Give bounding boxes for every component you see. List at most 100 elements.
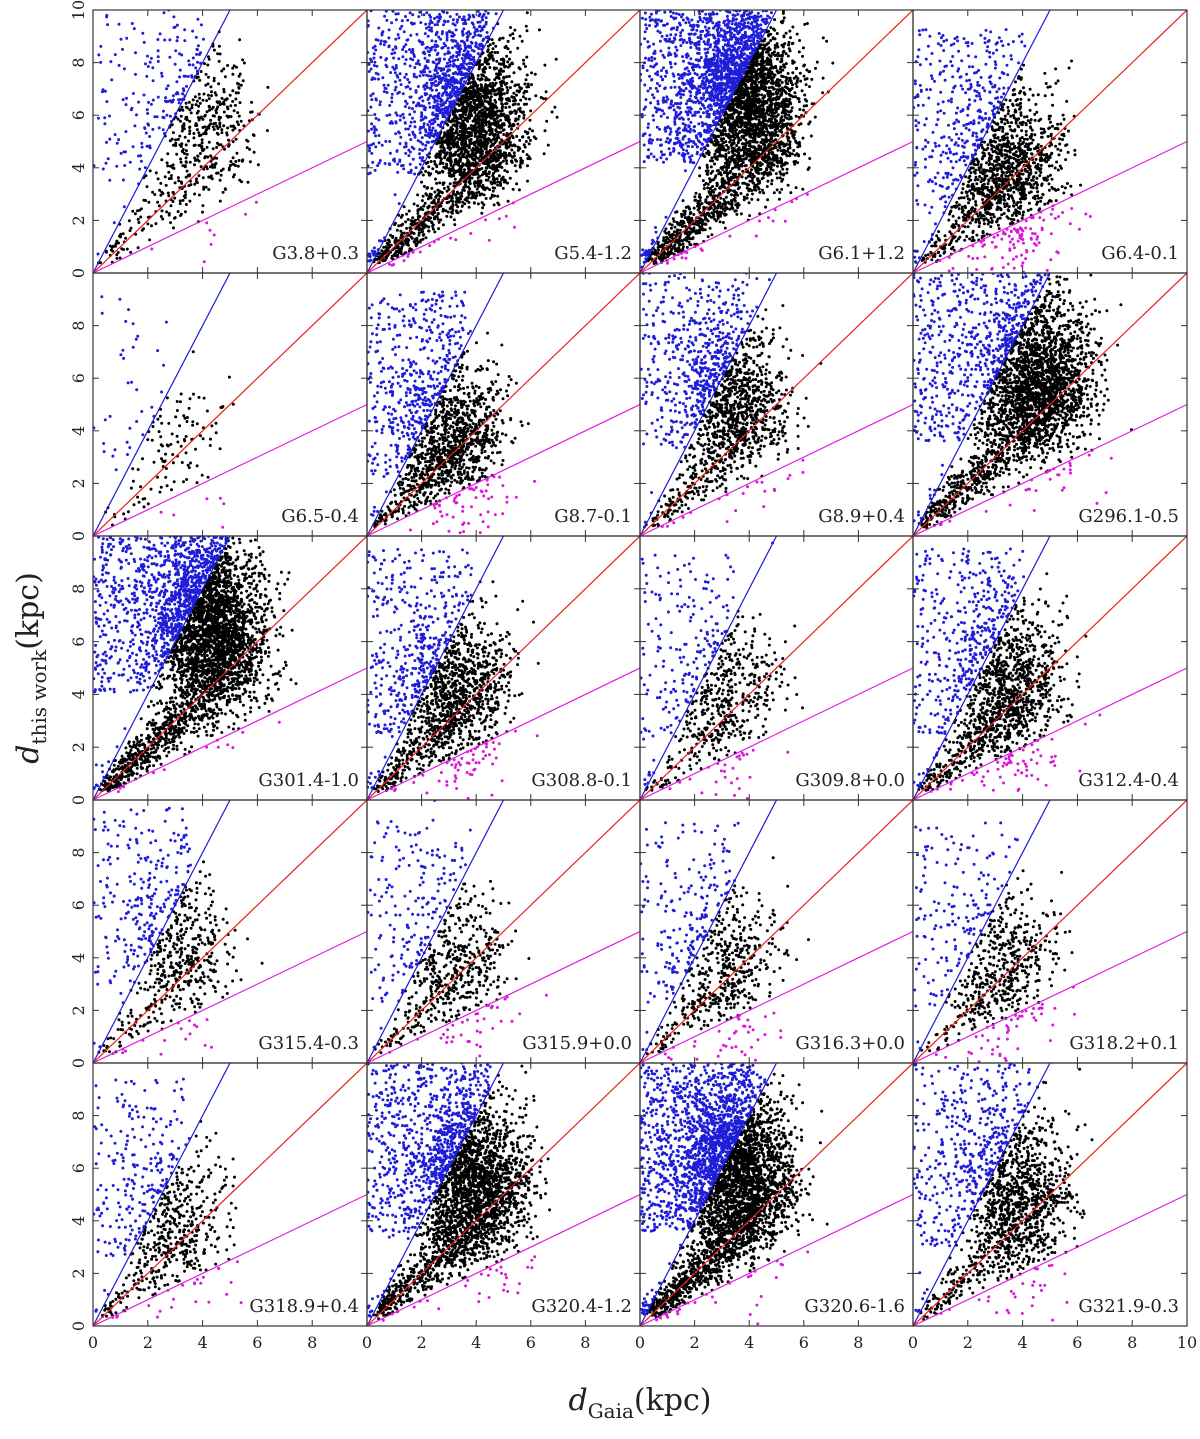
- panel-points: [913, 821, 1076, 1063]
- panel: G321.9-0.3: [912, 1062, 1188, 1327]
- panel: G8.9+0.4: [639, 272, 914, 537]
- points-between: [645, 1072, 829, 1319]
- reference-line: [640, 800, 778, 1063]
- reference-line: [367, 536, 640, 800]
- reference-line: [913, 10, 1051, 273]
- reference-line: [367, 1063, 640, 1326]
- y-tick-label: 4: [69, 163, 88, 173]
- points-below: [663, 1011, 783, 1062]
- panel-label: G308.8-0.1: [531, 770, 632, 791]
- points-between: [97, 860, 264, 1054]
- panel-label: G320.4-1.2: [531, 1296, 632, 1317]
- reference-line: [913, 273, 1187, 536]
- y-tick-label: 0: [69, 795, 88, 805]
- x-tick-label: 2: [143, 1333, 153, 1352]
- points-below: [159, 496, 226, 529]
- panel-points: [913, 273, 1133, 530]
- reference-line: [913, 536, 1051, 800]
- reference-line: [640, 403, 913, 536]
- reference-line: [93, 403, 367, 536]
- reference-line: [367, 1193, 640, 1326]
- x-tick-label: 2: [417, 1333, 427, 1352]
- reference-line: [93, 10, 231, 273]
- points-above: [640, 1063, 767, 1316]
- points-between: [372, 11, 559, 265]
- panel-label: G309.8+0.0: [795, 770, 905, 791]
- reference-line: [640, 1063, 913, 1326]
- panel: G316.3+0.0: [639, 799, 914, 1064]
- panel: G301.4-1.0: [92, 535, 368, 801]
- y-tick-label: 4: [69, 689, 88, 699]
- reference-line: [640, 140, 913, 273]
- panel-label: G315.9+0.0: [522, 1033, 632, 1054]
- x-tick-label: 4: [198, 1333, 208, 1352]
- x-tick-label: 0: [362, 1333, 372, 1352]
- reference-line: [640, 930, 913, 1063]
- panel: G6.5-0.4: [92, 272, 368, 537]
- points-above: [93, 295, 168, 472]
- reference-line: [640, 273, 913, 536]
- y-axis-label: dthis work(kpc): [11, 572, 51, 764]
- panel-points: [913, 1063, 1094, 1322]
- points-below: [939, 1263, 1069, 1322]
- x-tick-label: 8: [580, 1333, 590, 1352]
- points-between: [920, 273, 1133, 530]
- reference-line: [640, 800, 913, 1063]
- y-tick-label: 4: [69, 426, 88, 436]
- x-tick-label: 4: [744, 1333, 754, 1352]
- panel: G309.8+0.0: [639, 535, 914, 801]
- panel-label: G315.4-0.3: [258, 1033, 359, 1054]
- points-between: [373, 879, 531, 1055]
- y-tick-label: 6: [69, 1163, 88, 1173]
- y-tick-label: 0: [69, 531, 88, 541]
- points-above: [367, 10, 498, 263]
- panel-points: [367, 290, 536, 535]
- points-between: [645, 10, 835, 265]
- panel-label: G6.4-0.1: [1101, 243, 1179, 264]
- reference-line: [913, 800, 1187, 1063]
- x-axis-label: dGaia(kpc): [568, 1383, 711, 1423]
- ticks-layer: 0 2 4 6 8 10 0 2 4 6 8 0 2 4 6 8 0 2 4 6 8 0 2 4 6 8 0 2 4 6 8 0 2 4 6 8 0 2 4…: [69, 0, 1197, 1352]
- y-tick-label: 6: [69, 110, 88, 120]
- points-between: [372, 580, 540, 793]
- reference-line: [367, 10, 640, 273]
- panel-points: [93, 10, 270, 265]
- reference-line: [367, 536, 505, 800]
- y-tick-label: 6: [69, 637, 88, 647]
- reference-line: [93, 800, 367, 1063]
- x-tick-label: 8: [1127, 1333, 1137, 1352]
- reference-line: [913, 273, 1051, 536]
- panel-label: G320.6-1.6: [804, 1296, 905, 1317]
- reference-line: [367, 800, 640, 1063]
- points-above: [367, 547, 473, 790]
- points-above: [913, 821, 1019, 1050]
- reference-line: [93, 536, 231, 800]
- points-between: [97, 30, 270, 265]
- reference-line: [913, 10, 1187, 273]
- y-tick-label: 0: [69, 268, 88, 278]
- panel-points: [93, 295, 235, 529]
- panel-points: [640, 1063, 829, 1326]
- reference-line: [93, 930, 367, 1063]
- reference-line: [640, 1063, 778, 1326]
- x-tick-label: 6: [799, 1333, 809, 1352]
- panel-points: [640, 10, 835, 269]
- panel-label: G301.4-1.0: [258, 770, 359, 791]
- y-tick-label: 0: [69, 1058, 88, 1068]
- reference-line: [913, 536, 1187, 800]
- panel-points: [913, 547, 1102, 793]
- y-tick-label: 8: [69, 321, 88, 331]
- reference-line: [640, 10, 913, 273]
- points-above: [640, 541, 775, 786]
- x-tick-label: 10: [1177, 1333, 1197, 1352]
- reference-line: [913, 1193, 1187, 1326]
- panel-points: [93, 536, 298, 794]
- reference-line: [93, 273, 231, 536]
- panel-label: G3.8+0.3: [272, 243, 359, 264]
- points-above: [367, 290, 472, 517]
- points-between: [920, 869, 1074, 1053]
- reference-line: [367, 1063, 505, 1326]
- panel-label: G316.3+0.0: [795, 1033, 905, 1054]
- panel: G315.9+0.0: [366, 799, 641, 1064]
- reference-line: [640, 667, 913, 800]
